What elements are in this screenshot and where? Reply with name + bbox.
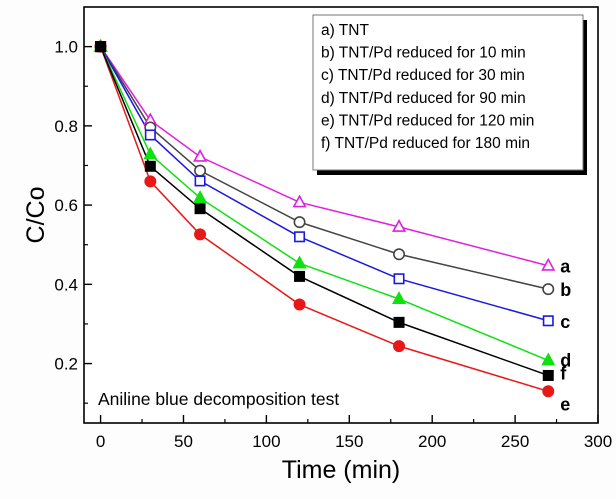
- legend-box: [312, 14, 584, 171]
- series-end-label: b: [560, 280, 571, 300]
- legend-item: d) TNT/Pd reduced for 90 min: [321, 90, 526, 107]
- data-point: [542, 385, 555, 398]
- y-tick-label: 0.2: [54, 355, 78, 374]
- data-point: [541, 257, 556, 271]
- data-point: [194, 203, 206, 215]
- data-point: [542, 283, 555, 296]
- data-point: [293, 298, 306, 311]
- annotation-text: Aniline blue decomposition test: [98, 389, 339, 409]
- series-line-c: [99, 46, 549, 322]
- data-point: [193, 190, 208, 203]
- data-point: [292, 194, 307, 208]
- series-line-e: [99, 46, 549, 393]
- series-line-d: [99, 46, 549, 362]
- data-point: [541, 352, 556, 366]
- x-tick-label: 300: [584, 432, 612, 451]
- data-point: [144, 175, 157, 188]
- x-axis: 0 50 100 150 200 250 300: [96, 415, 612, 451]
- data-point: [393, 340, 406, 353]
- data-point: [294, 270, 306, 282]
- y-axis: 0.2 0.4 0.6 0.8 1.0: [54, 38, 92, 404]
- series-line-b: [99, 46, 549, 290]
- x-tick-label: 150: [335, 432, 363, 451]
- x-tick-label: 0: [96, 432, 105, 451]
- legend-item: c) TNT/Pd reduced for 30 min: [321, 67, 525, 84]
- data-point: [391, 291, 407, 304]
- data-point: [542, 315, 554, 327]
- series-line-f: [99, 46, 549, 377]
- legend-item: b) TNT/Pd reduced for 10 min: [321, 45, 526, 62]
- data-point: [144, 160, 156, 172]
- data-point: [194, 164, 207, 177]
- data-point: [292, 255, 307, 269]
- x-tick-label: 200: [418, 432, 446, 451]
- data-point: [95, 41, 107, 53]
- data-point: [293, 216, 306, 229]
- y-axis-label: C/Co: [22, 187, 50, 244]
- series-lines: [99, 46, 549, 393]
- legend-item: e) TNT/Pd reduced for 120 min: [321, 112, 534, 129]
- y-tick-label: 1.0: [54, 38, 78, 57]
- data-point: [143, 146, 158, 160]
- x-tick-label: 250: [501, 432, 529, 451]
- data-point: [393, 248, 406, 261]
- legend: a) TNT b) TNT/Pd reduced for 10 min c) TNT…: [312, 14, 587, 175]
- series-end-label: d: [560, 350, 571, 370]
- series-end-label: c: [560, 312, 570, 332]
- series-end-label: f: [560, 363, 567, 383]
- series-end-label: e: [560, 394, 570, 414]
- data-point: [393, 273, 405, 285]
- data-point: [294, 231, 306, 243]
- x-axis-label: Time (min): [282, 456, 401, 484]
- x-tick-label: 100: [252, 432, 280, 451]
- y-tick-label: 0.4: [54, 275, 78, 294]
- legend-item: a) TNT: [321, 22, 369, 39]
- x-tick-label: 50: [174, 432, 193, 451]
- data-point: [194, 228, 207, 241]
- data-point: [193, 148, 208, 162]
- series-line-a: [99, 46, 549, 267]
- y-tick-label: 0.6: [54, 196, 78, 215]
- data-point: [194, 175, 206, 187]
- data-point: [393, 316, 405, 328]
- y-tick-label: 0.8: [54, 117, 78, 136]
- series-end-label: a: [560, 257, 571, 277]
- series-markers: [93, 38, 556, 398]
- legend-item: f) TNT/Pd reduced for 180 min: [321, 135, 530, 152]
- data-point: [542, 369, 554, 381]
- data-point: [391, 219, 407, 232]
- data-point: [144, 129, 156, 141]
